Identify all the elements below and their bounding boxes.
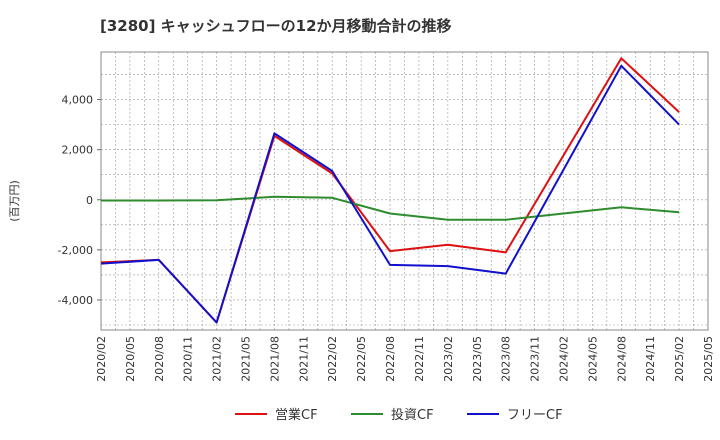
x-tick-label: 2024/08 — [615, 336, 628, 382]
y-tick-label: 2,000 — [62, 144, 94, 157]
plot-frame — [100, 51, 709, 331]
x-tick-label: 2023/08 — [500, 336, 513, 382]
x-tick-label: 2023/05 — [471, 336, 484, 382]
chart-title: [3280] キャッシュフローの12か月移動合計の推移 — [100, 17, 452, 35]
x-tick-label: 2022/02 — [326, 336, 339, 382]
x-tick-label: 2024/02 — [557, 336, 570, 382]
legend-label: 投資CF — [391, 407, 434, 423]
x-tick-label: 2020/08 — [153, 336, 166, 382]
x-tick-label: 2021/11 — [297, 336, 310, 382]
legend-label: フリーCF — [507, 408, 563, 423]
series-lines — [100, 57, 680, 324]
grid — [100, 52, 709, 330]
x-ticks: 2020/02 2020/05 2020/08 2020/11 2021/02 2021/… — [95, 336, 715, 382]
x-tick-label: 2023/11 — [529, 336, 542, 382]
x-tick-label: 2022/08 — [384, 336, 397, 382]
x-tick-label: 2020/02 — [95, 336, 108, 382]
x-tick-label: 2022/11 — [413, 336, 426, 382]
x-tick-label: 2025/05 — [702, 336, 715, 382]
y-tick-label: 4,000 — [62, 94, 94, 107]
y-ticks: -4,000 -2,000 0 2,000 4,000 — [58, 94, 101, 307]
x-tick-label: 2020/11 — [182, 336, 195, 382]
y-tick-label: 0 — [86, 194, 93, 207]
x-tick-label: 2025/02 — [673, 336, 686, 382]
y-tick-label: -2,000 — [58, 244, 93, 257]
x-tick-label: 2024/05 — [586, 336, 599, 382]
series-line — [100, 64, 680, 324]
legend-label: 営業CF — [275, 407, 318, 423]
legend: 営業CF 投資CF フリーCF — [235, 407, 563, 423]
x-tick-label: 2023/02 — [442, 336, 455, 382]
x-tick-label: 2021/05 — [240, 336, 253, 382]
x-tick-label: 2024/11 — [644, 336, 657, 382]
y-axis-label: (百万円) — [8, 180, 21, 222]
x-tick-label: 2022/05 — [355, 336, 368, 382]
y-tick-label: -4,000 — [58, 294, 93, 307]
x-tick-label: 2021/08 — [268, 336, 281, 382]
x-tick-label: 2021/02 — [211, 336, 224, 382]
series-line — [101, 195, 680, 221]
x-tick-label: 2020/05 — [124, 336, 137, 382]
